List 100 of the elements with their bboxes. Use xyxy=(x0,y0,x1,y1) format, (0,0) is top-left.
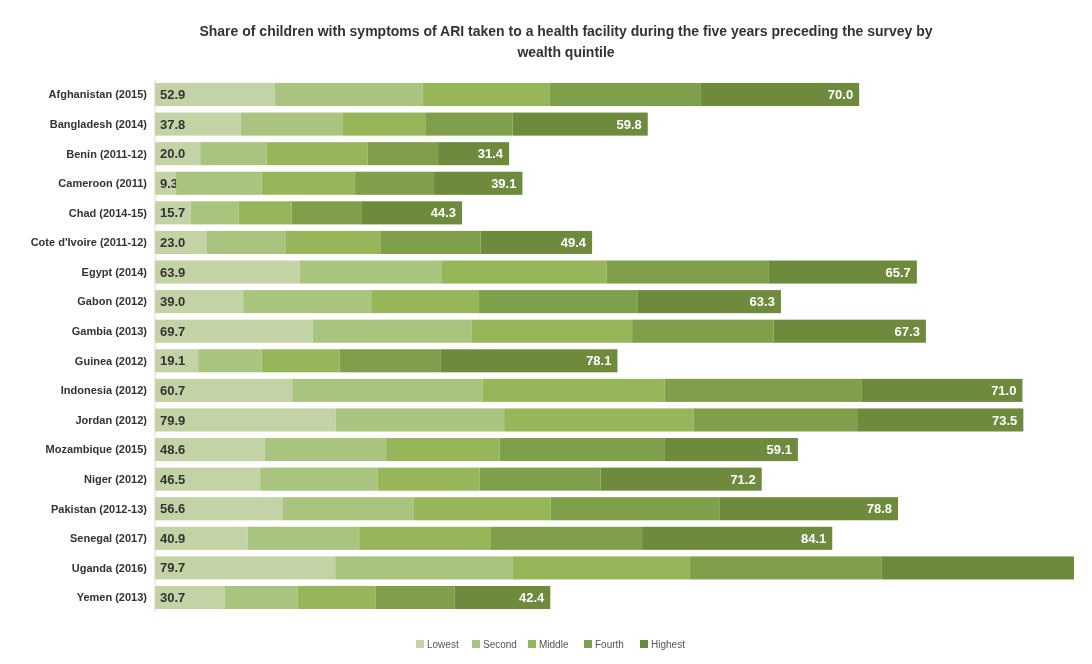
bar xyxy=(637,290,781,314)
data-label: 20.0 xyxy=(160,146,186,162)
bar xyxy=(471,319,633,343)
data-label: 63.3 xyxy=(749,294,775,310)
bar xyxy=(155,378,293,402)
bar xyxy=(380,230,481,254)
data-label: 31.4 xyxy=(477,146,504,162)
bar xyxy=(413,497,551,521)
bar xyxy=(155,497,283,521)
bar xyxy=(632,319,774,343)
data-label: 79.7 xyxy=(160,560,186,576)
data-label: 59.1 xyxy=(766,442,792,458)
y-tick-label: Yemen (2013) xyxy=(76,591,148,604)
legend-label: Fourth xyxy=(595,638,624,650)
bar xyxy=(355,171,435,195)
bar xyxy=(238,201,292,225)
bar xyxy=(176,171,262,195)
bar xyxy=(155,319,313,343)
y-tick-label: Gabon (2012) xyxy=(77,295,148,308)
bar xyxy=(491,526,643,550)
data-label: 42.4 xyxy=(518,590,546,606)
data-label: 19.1 xyxy=(160,353,186,369)
bar xyxy=(155,82,275,107)
bar xyxy=(367,142,439,166)
bar xyxy=(339,349,441,373)
bar xyxy=(881,556,1074,580)
bar xyxy=(642,526,833,550)
bar xyxy=(375,585,455,610)
data-label: 78.8 xyxy=(866,501,893,517)
bar xyxy=(768,260,917,284)
chart-title: Share of children with symptoms of ARI taken to a health facility during the five years preceding the survey by wealth quintile xyxy=(199,23,933,60)
bar xyxy=(440,349,618,373)
data-label: 49.4 xyxy=(560,234,587,250)
bar xyxy=(441,260,607,284)
bar xyxy=(549,82,701,107)
bar xyxy=(243,290,372,314)
bar xyxy=(434,171,523,195)
y-tick-label: Chad (2014-15) xyxy=(68,206,148,219)
bar xyxy=(261,171,356,195)
bar xyxy=(512,112,648,136)
bar xyxy=(454,585,551,610)
y-tick-label: Pakistan (2012-13) xyxy=(51,502,148,515)
data-label: 39.1 xyxy=(491,175,517,191)
data-label: 52.9 xyxy=(160,87,186,103)
bar xyxy=(335,556,513,580)
bar xyxy=(606,260,769,284)
y-tick-label: Afghanistan (2015) xyxy=(48,88,148,101)
bar xyxy=(504,408,694,432)
bar xyxy=(550,497,720,521)
bar xyxy=(198,349,262,373)
bar xyxy=(155,438,265,462)
bar xyxy=(266,142,368,166)
y-tick-label: Senegal (2017) xyxy=(69,532,148,545)
data-label: 56.6 xyxy=(160,501,186,517)
data-label: 71.0 xyxy=(991,382,1017,398)
bar xyxy=(359,526,492,550)
data-label: 23.0 xyxy=(160,234,186,250)
y-tick-label: Indonesia (2012) xyxy=(60,384,148,397)
bar xyxy=(689,556,882,580)
bar xyxy=(155,556,336,580)
data-label: 69.7 xyxy=(160,323,186,339)
bar xyxy=(377,467,480,491)
y-tick-label: Jordan (2012) xyxy=(75,413,148,426)
bar xyxy=(155,260,300,284)
bar xyxy=(155,112,241,136)
bar xyxy=(274,82,423,107)
data-label: 30.7 xyxy=(160,590,186,606)
bar xyxy=(482,378,665,402)
data-label: 15.7 xyxy=(160,205,186,221)
bar xyxy=(312,319,472,343)
legend-label: Highest xyxy=(651,638,686,650)
bar xyxy=(479,467,601,491)
bar xyxy=(190,201,239,225)
data-label: 65.7 xyxy=(885,264,911,280)
bar xyxy=(291,201,362,225)
bar xyxy=(260,467,378,491)
bar xyxy=(499,438,665,462)
bar xyxy=(285,230,381,254)
data-label: 59.8 xyxy=(616,116,642,132)
data-label: 78.1 xyxy=(586,353,612,369)
bar xyxy=(600,467,762,491)
bar xyxy=(155,526,248,550)
data-label: 73.5 xyxy=(992,412,1018,428)
bar xyxy=(479,290,638,314)
data-label: 46.5 xyxy=(160,471,186,487)
data-label: 79.9 xyxy=(160,412,186,428)
data-label: 44.3 xyxy=(430,205,457,221)
data-label: 48.6 xyxy=(160,442,186,458)
data-label: 39.0 xyxy=(160,294,186,310)
y-tick-label: Benin (2011-12) xyxy=(66,147,148,160)
legend-label: Lowest xyxy=(427,638,459,650)
bar xyxy=(207,230,286,254)
y-tick-label: Cote d'Ivoire (2011-12) xyxy=(30,236,148,249)
y-tick-label: Guinea (2012) xyxy=(74,354,148,367)
y-tick-label: Uganda (2016) xyxy=(71,561,148,574)
bar xyxy=(240,112,343,136)
bar xyxy=(155,408,336,432)
bar xyxy=(292,378,483,402)
y-tick-label: Mozambique (2015) xyxy=(45,443,148,456)
data-label: 70.0 xyxy=(827,87,854,103)
